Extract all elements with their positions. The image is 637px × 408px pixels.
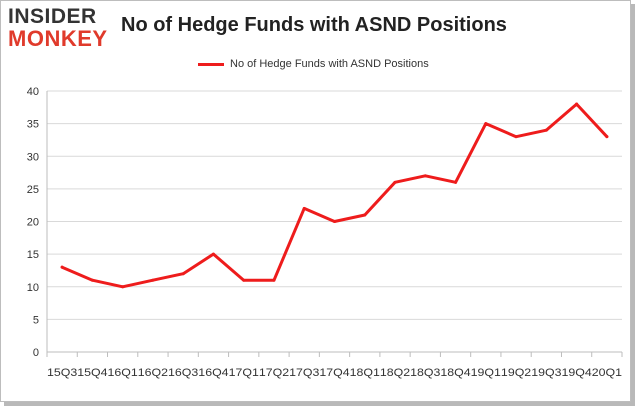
y-tick-label: 30: [27, 151, 39, 163]
data-point: [423, 174, 427, 178]
data-point: [454, 180, 458, 184]
x-tick-label: 19Q1: [471, 367, 501, 379]
x-tick-label: 18Q2: [380, 367, 410, 379]
x-tick-label: 17Q4: [319, 367, 349, 379]
x-tick-label: 19Q2: [501, 367, 531, 379]
data-point: [363, 213, 367, 217]
x-tick-label: 16Q1: [108, 367, 138, 379]
data-point: [211, 252, 215, 256]
x-tick-label: 16Q3: [168, 367, 198, 379]
y-tick-label: 20: [27, 217, 39, 229]
y-tick-label: 40: [27, 86, 39, 98]
data-point: [302, 206, 306, 210]
y-tick-label: 5: [33, 314, 39, 326]
y-tick-label: 15: [27, 249, 39, 261]
logo-line-1: INSIDER: [8, 5, 97, 28]
legend-label: No of Hedge Funds with ASND Positions: [230, 58, 429, 70]
insider-monkey-logo: INSIDER MONKEY: [8, 6, 118, 54]
y-tick-label: 0: [33, 347, 39, 359]
x-tick-label: 16Q2: [138, 367, 168, 379]
x-tick-label: 20Q1: [592, 367, 622, 379]
x-tick-label: 17Q3: [289, 367, 319, 379]
series-line: [60, 102, 609, 289]
data-point: [333, 220, 336, 223]
x-tick-label: 17Q1: [229, 367, 259, 379]
y-tick-label: 10: [27, 282, 39, 294]
chart-frame: [0, 0, 631, 402]
chart-legend: No of Hedge Funds with ASND Positions: [198, 56, 429, 72]
data-point: [575, 102, 579, 106]
x-tick-label: 18Q3: [410, 367, 440, 379]
x-tick-label: 16Q4: [198, 367, 228, 379]
x-tick-label: 19Q4: [561, 367, 591, 379]
x-tick-label: 17Q2: [259, 367, 289, 379]
x-tick-label: 15Q3: [47, 367, 77, 379]
logo-line-2: MONKEY: [8, 26, 108, 51]
data-point: [90, 278, 94, 282]
y-tick-label: 25: [27, 184, 39, 196]
data-point: [151, 278, 155, 282]
data-point: [605, 135, 609, 139]
data-point: [121, 285, 125, 289]
x-tick-label: 19Q3: [531, 367, 561, 379]
chart-title: No of Hedge Funds with ASND Positions: [121, 14, 507, 36]
x-tick-label: 18Q1: [350, 367, 380, 379]
data-point: [393, 180, 397, 184]
data-point: [60, 265, 64, 269]
x-tick-label: 15Q4: [77, 367, 107, 379]
data-point: [242, 278, 246, 282]
data-point: [272, 278, 276, 282]
x-tick-label: 18Q4: [440, 367, 470, 379]
data-point: [181, 272, 185, 276]
y-tick-label: 35: [27, 119, 39, 131]
legend-line-swatch: [198, 62, 224, 66]
data-point: [514, 135, 518, 139]
data-point: [484, 122, 488, 126]
data-point: [544, 128, 548, 132]
